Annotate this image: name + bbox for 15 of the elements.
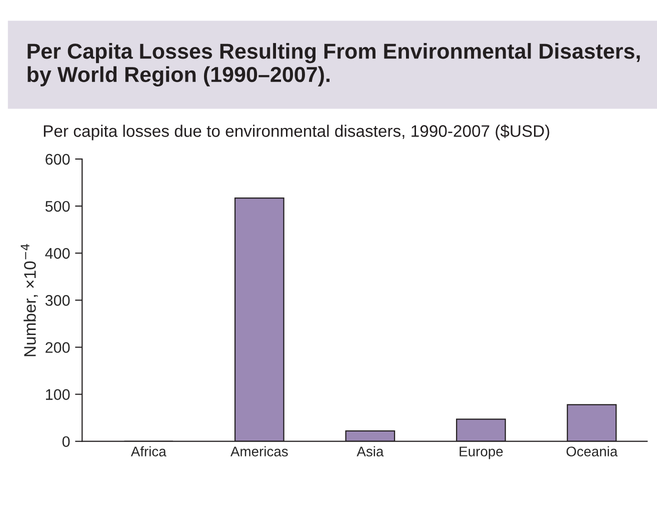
y-tick-label: 500 [45, 200, 70, 212]
y-tick-label: 600 [46, 154, 70, 165]
y-axis-title: Number, ×10$^{−4}$ [20, 244, 38, 356]
y-tick-label: 400 [45, 248, 70, 259]
y-tick-label: 100 [46, 389, 70, 400]
x-tick-label: Africa [130, 446, 166, 456]
y-tick-label: 300 [45, 295, 70, 306]
chart-title: Per Capita Losses Resulting From Environmental Disasters, by World Region (1990–2007). [28, 43, 640, 86]
x-tick-label: Americas [230, 446, 288, 456]
chart-subtitle: Per capita losses due to environmental disasters, 1990-2007 ($USD) [44, 124, 550, 140]
x-tick-label: Europe [460, 446, 503, 460]
x-tick-label: Oceania [566, 446, 618, 456]
y-tick-label: 0 [62, 436, 70, 448]
y-tick-label: 200 [46, 342, 70, 353]
x-tick-label: Asia [356, 446, 384, 456]
